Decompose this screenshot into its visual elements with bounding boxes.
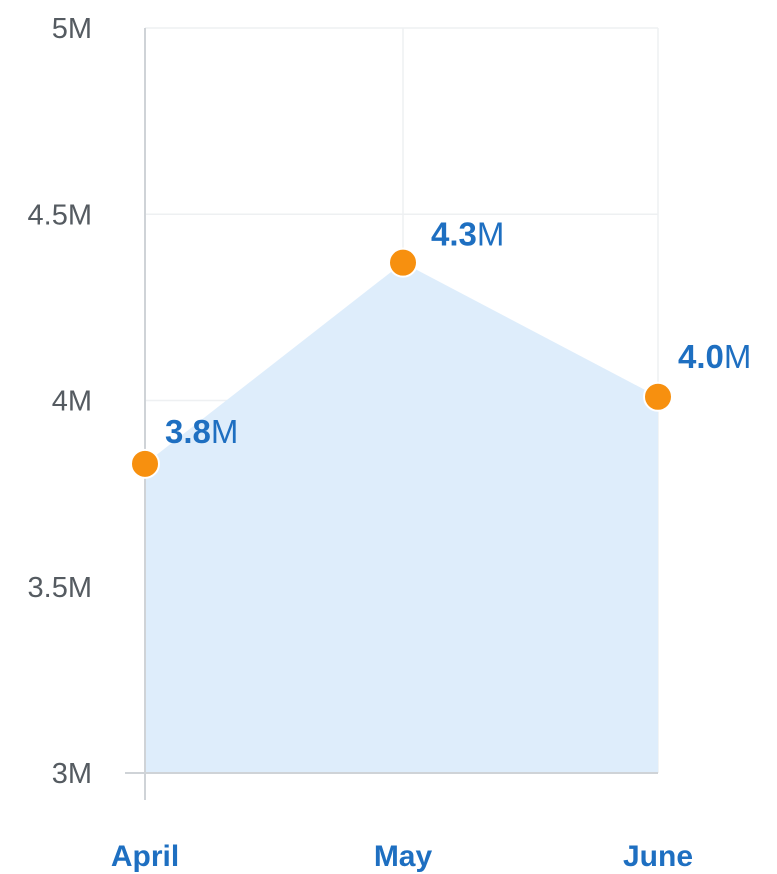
data-label: 4.3M (431, 216, 504, 253)
x-category-label: April (111, 840, 179, 873)
area-fill (145, 262, 658, 773)
data-point-marker (130, 448, 160, 479)
data-label-number: 3.8 (165, 413, 211, 450)
y-tick-label: 3.5M (28, 572, 92, 604)
y-tick-label: 3M (52, 758, 92, 790)
data-labels-layer: 3.8M4.3M4.0M (165, 216, 751, 450)
x-category-labels: April May June (111, 840, 693, 873)
x-category-label: June (623, 840, 693, 873)
data-label: 4.0M (678, 338, 751, 375)
area-layer (145, 262, 658, 773)
data-point-marker (388, 247, 418, 278)
data-label-unit: M (211, 413, 239, 450)
data-label: 3.8M (165, 413, 238, 450)
x-category-label: May (374, 840, 433, 873)
y-tick-label: 5M (52, 13, 92, 45)
y-tick-labels: 3M 3.5M 4M 4.5M 5M (28, 13, 92, 790)
data-point-marker (643, 381, 673, 412)
y-tick-label: 4M (52, 386, 92, 418)
data-label-number: 4.0 (678, 338, 724, 375)
data-label-number: 4.3 (431, 216, 477, 253)
data-label-unit: M (724, 338, 752, 375)
markers-layer (130, 247, 673, 479)
data-label-unit: M (477, 216, 505, 253)
axis-layer (125, 28, 658, 800)
y-tick-label: 4.5M (28, 199, 92, 231)
